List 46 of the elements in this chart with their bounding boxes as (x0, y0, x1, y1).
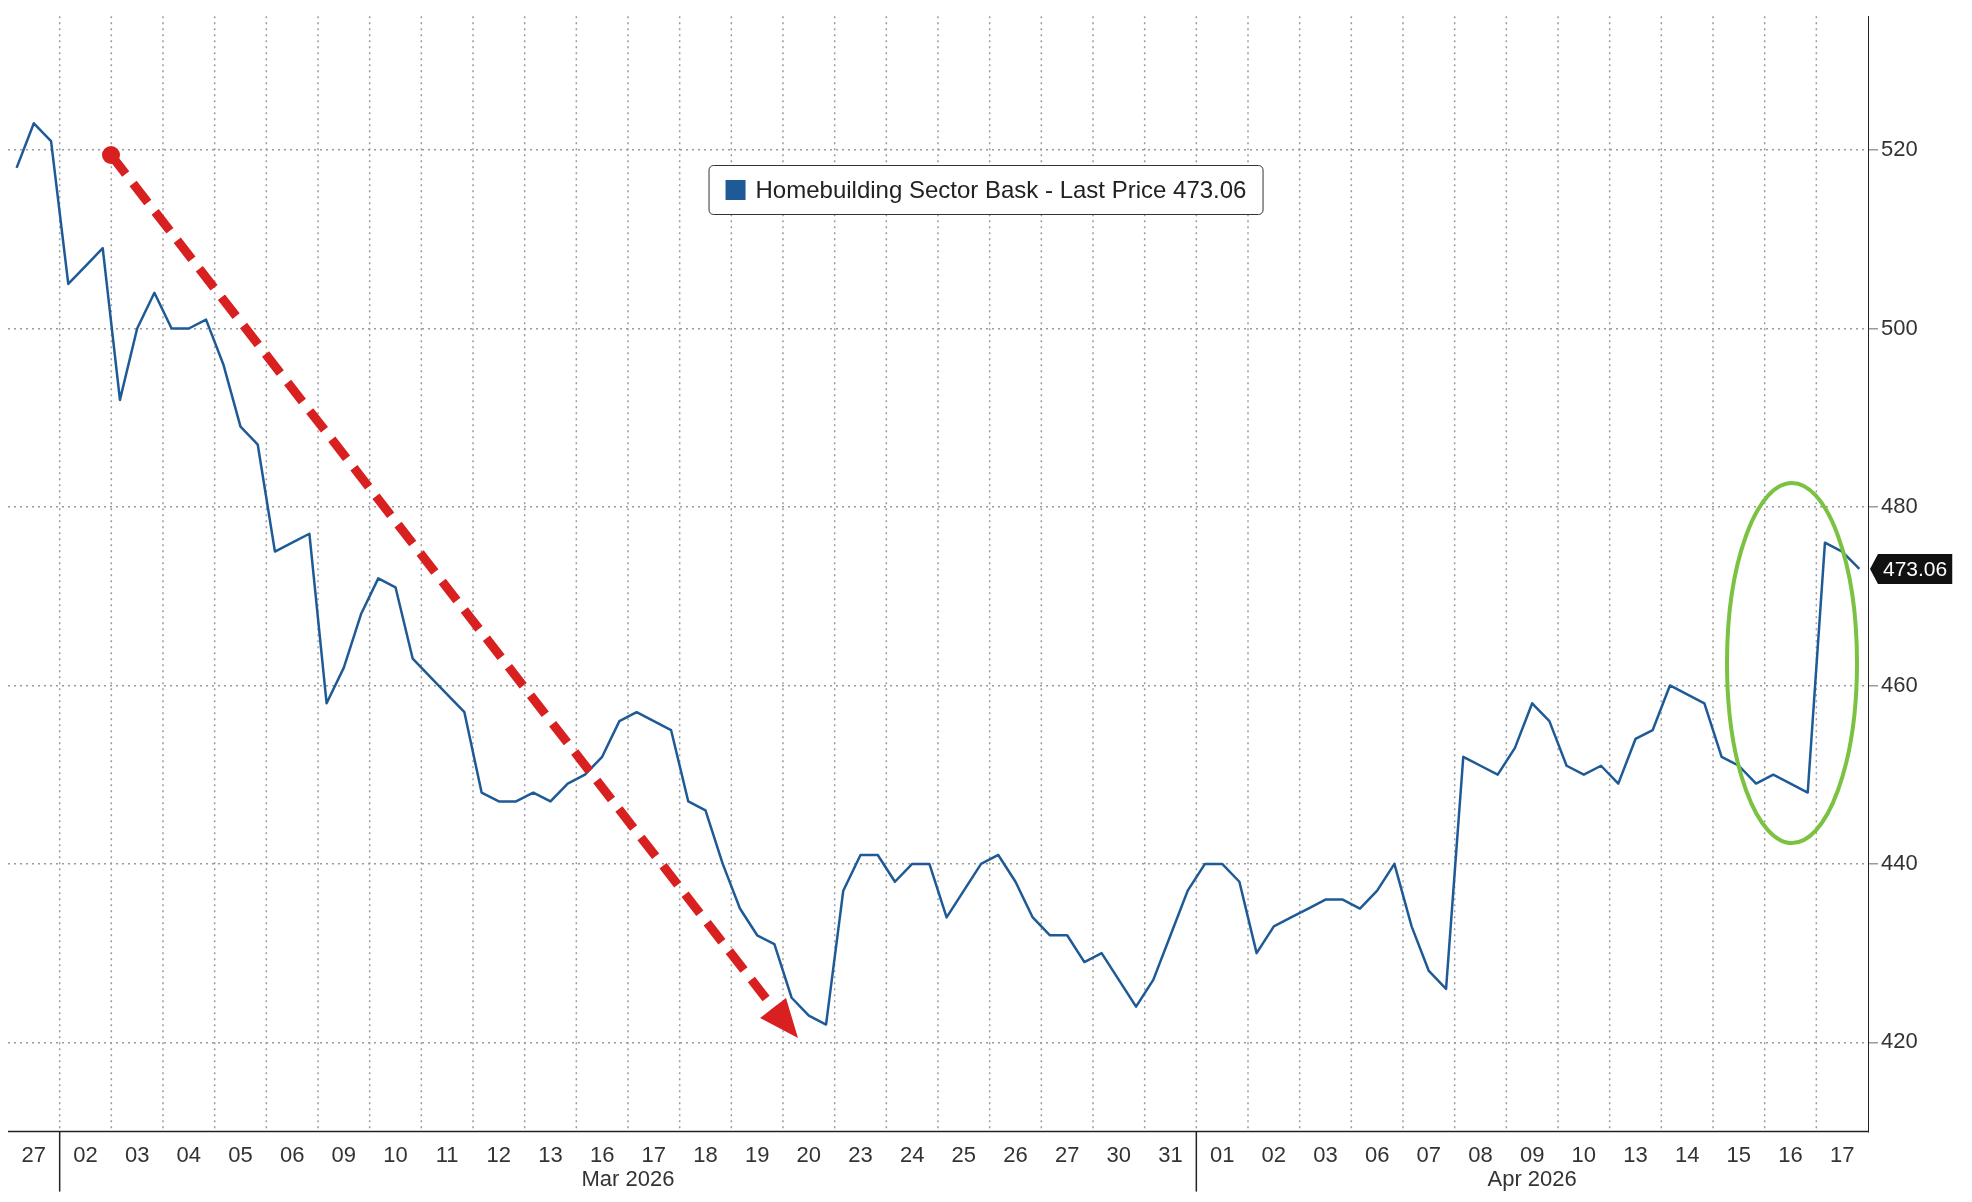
x-tick-label: 03 (124, 1141, 150, 1167)
y-tick-label: 440 (1881, 849, 1918, 875)
x-tick-label: 20 (796, 1141, 822, 1167)
x-tick-label: 24 (899, 1141, 925, 1167)
x-tick-label: 23 (848, 1141, 873, 1167)
x-tick-label: 15 (1726, 1141, 1752, 1167)
x-tick-label: 31 (1158, 1141, 1183, 1167)
text: Mar 2026 (581, 1165, 675, 1191)
x-tick-label: 19 (744, 1141, 770, 1167)
x-tick-label: 03 (1313, 1141, 1338, 1167)
x-tick-label: 01 (1209, 1141, 1235, 1167)
x-tick-label: 26 (1003, 1141, 1028, 1167)
x-tick-label: 04 (176, 1141, 202, 1167)
x-tick-label: 27 (1054, 1141, 1080, 1167)
x-tick-label: 06 (1364, 1141, 1390, 1167)
x-tick-label: 09 (331, 1141, 357, 1167)
x-tick-label: 25 (951, 1141, 977, 1167)
x-tick-label: 18 (693, 1141, 718, 1167)
x-tick-label: 27 (21, 1141, 47, 1167)
legend-label: Homebuilding Sector Bask - Last Price 473.06 (755, 176, 1247, 204)
x-tick-label: 07 (1416, 1141, 1442, 1167)
y-tick-label: 420 (1881, 1028, 1918, 1054)
x-tick-label: 02 (1261, 1141, 1287, 1167)
x-tick-label: 30 (1106, 1141, 1132, 1167)
x-tick-label: 13 (538, 1141, 563, 1167)
text: Apr 2026 (1487, 1165, 1577, 1191)
x-tick-label: 09 (1519, 1141, 1545, 1167)
x-tick-label: 06 (279, 1141, 305, 1167)
x-tick-label: 14 (1674, 1141, 1700, 1167)
x-tick-label: 10 (383, 1141, 408, 1167)
x-tick-label: 12 (486, 1141, 512, 1167)
x-tick-label: 10 (1571, 1141, 1597, 1167)
x-tick-label: 11 (435, 1141, 459, 1167)
y-tick-label: 520 (1881, 136, 1918, 162)
text: 473.06 (1883, 556, 1948, 580)
x-tick-label: 13 (1623, 1141, 1648, 1167)
x-tick-label: 16 (1778, 1141, 1803, 1167)
x-tick-label: 17 (1829, 1141, 1855, 1167)
x-tick-label: 17 (641, 1141, 667, 1167)
x-tick-label: 16 (589, 1141, 615, 1167)
y-tick-label: 480 (1881, 493, 1918, 519)
y-tick-label: 460 (1881, 671, 1918, 697)
x-tick-label: 08 (1468, 1141, 1493, 1167)
x-tick-label: 05 (228, 1141, 253, 1167)
x-tick-label: 02 (73, 1141, 98, 1167)
y-tick-label: 500 (1881, 314, 1918, 340)
